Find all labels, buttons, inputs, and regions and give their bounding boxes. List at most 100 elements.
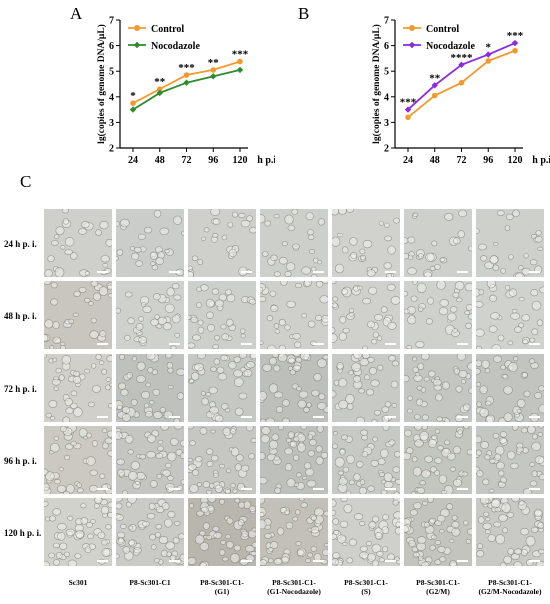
cell-shape <box>372 436 379 442</box>
cell-shape <box>226 540 234 549</box>
cell-shape <box>234 407 244 416</box>
cell-shape <box>362 239 373 249</box>
scale-bar <box>385 271 396 273</box>
chartb-y-axis-label: lg(copies of genome DNA/μL) <box>371 24 382 144</box>
cell-shape <box>339 448 346 456</box>
cell-shape <box>295 541 302 546</box>
cell-shape <box>333 529 340 535</box>
scale-bar <box>241 560 252 562</box>
cell-shape <box>383 262 392 270</box>
cell-shape <box>130 461 140 470</box>
cell-shape <box>503 555 512 564</box>
cell-shape <box>238 501 246 509</box>
chartb-significance-mark: *** <box>400 97 417 109</box>
column-label-line1: P8-Sc301-C1 <box>129 578 171 587</box>
cell-shape <box>296 386 302 392</box>
column-label-line2: (S) <box>361 587 371 596</box>
cell-shape <box>388 439 396 446</box>
cell-shape <box>375 550 384 557</box>
cell-shape <box>332 390 337 398</box>
cell-shape <box>210 209 221 216</box>
cell-shape <box>392 466 400 473</box>
cell-shape <box>248 505 256 513</box>
cell-shape <box>84 271 91 276</box>
cell-texture <box>404 354 472 422</box>
cell-texture <box>332 354 400 422</box>
cell-shape <box>174 332 181 338</box>
micrograph-cell <box>188 498 256 566</box>
cell-shape <box>80 221 90 229</box>
cell-shape <box>338 477 348 486</box>
cell-shape <box>386 273 393 277</box>
cell-shape <box>214 299 224 308</box>
cell-shape <box>179 439 184 447</box>
cell-shape <box>127 449 134 455</box>
cell-shape <box>485 517 491 522</box>
cell-shape <box>281 399 290 407</box>
cell-shape <box>144 403 150 409</box>
cell-shape <box>341 246 349 254</box>
cell-shape <box>271 433 280 441</box>
cell-shape <box>107 450 112 457</box>
cell-shape <box>164 248 170 254</box>
cell-shape <box>64 249 73 256</box>
cell-shape <box>136 361 146 371</box>
cell-shape <box>159 407 166 413</box>
cell-shape <box>378 472 386 477</box>
cell-shape <box>238 212 246 219</box>
cell-shape <box>61 355 71 365</box>
chartb-y-tick-label: 2 <box>384 144 389 155</box>
cell-shape <box>281 241 288 247</box>
cell-shape <box>476 345 482 349</box>
charta-y-tick-label: 7 <box>109 16 114 27</box>
cell-shape <box>229 428 237 435</box>
cell-shape <box>190 371 200 381</box>
cell-shape <box>451 515 458 521</box>
cell-shape <box>332 333 338 343</box>
cell-shape <box>332 552 341 559</box>
cell-shape <box>427 439 437 448</box>
cell-shape <box>434 539 442 545</box>
cell-shape <box>206 311 214 319</box>
cell-shape <box>516 398 526 408</box>
cell-shape <box>465 322 472 329</box>
cell-shape <box>332 533 338 540</box>
cell-shape <box>51 240 59 246</box>
cell-shape <box>444 439 451 446</box>
cell-shape <box>458 209 468 218</box>
cell-shape <box>50 282 58 289</box>
cell-shape <box>529 337 536 343</box>
cell-shape <box>76 487 84 493</box>
cell-shape <box>188 426 195 430</box>
cell-shape <box>52 357 58 363</box>
cell-shape <box>52 542 60 549</box>
cell-shape <box>394 479 400 485</box>
cell-shape <box>476 381 481 387</box>
cell-shape <box>268 546 274 552</box>
cell-shape <box>444 418 450 422</box>
cell-shape <box>54 267 65 277</box>
cell-shape <box>197 326 205 334</box>
cell-shape <box>230 552 240 564</box>
cell-shape <box>359 521 366 527</box>
cell-shape <box>457 429 463 435</box>
cell-shape <box>504 284 511 291</box>
cell-shape <box>222 427 231 436</box>
cell-shape <box>135 322 144 331</box>
cell-shape <box>372 331 380 338</box>
cell-shape <box>225 468 232 474</box>
cell-shape <box>381 406 390 413</box>
cell-shape <box>342 327 350 334</box>
cell-shape <box>425 252 435 262</box>
cell-texture <box>260 209 325 277</box>
column-label-line2: (G1) <box>214 587 230 596</box>
cell-shape <box>536 319 544 327</box>
cell-shape <box>358 486 367 494</box>
chart-b: 2 3 4 5 6 7 24 48 72 96 120 h p.i. lg(copies of geno… <box>371 16 550 167</box>
cell-shape <box>205 448 214 455</box>
cell-shape <box>383 472 393 482</box>
cell-shape <box>319 295 328 304</box>
micrograph-cell <box>260 209 328 277</box>
cell-shape <box>424 455 433 463</box>
cell-shape <box>464 282 472 292</box>
